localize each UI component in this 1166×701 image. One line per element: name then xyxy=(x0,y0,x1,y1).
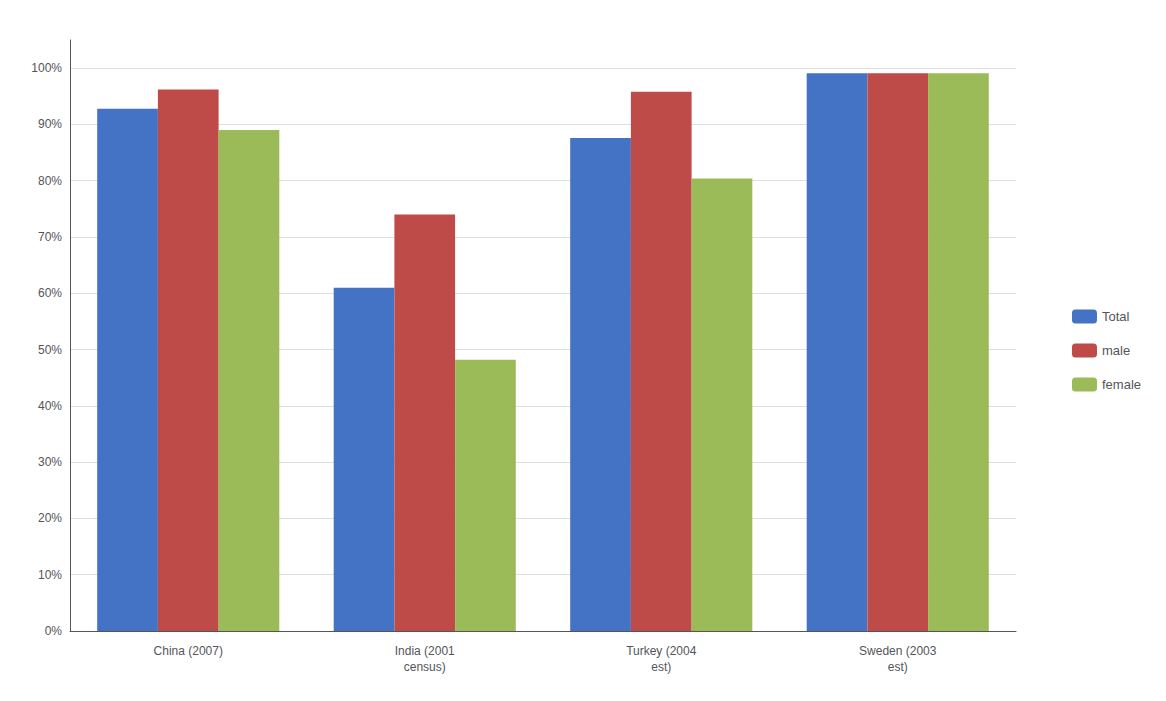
svg-text:India (2001: India (2001 xyxy=(395,644,455,658)
svg-text:60%: 60% xyxy=(38,286,62,300)
svg-text:census): census) xyxy=(404,660,446,674)
svg-text:20%: 20% xyxy=(38,511,62,525)
svg-text:female: female xyxy=(1102,377,1141,392)
svg-text:Total: Total xyxy=(1102,309,1130,324)
svg-text:est): est) xyxy=(651,660,671,674)
svg-text:Turkey (2004: Turkey (2004 xyxy=(626,644,697,658)
svg-text:Sweden (2003: Sweden (2003 xyxy=(859,644,937,658)
svg-text:50%: 50% xyxy=(38,343,62,357)
svg-text:40%: 40% xyxy=(38,399,62,413)
svg-text:30%: 30% xyxy=(38,455,62,469)
svg-text:70%: 70% xyxy=(38,230,62,244)
svg-text:0%: 0% xyxy=(45,624,63,638)
svg-text:male: male xyxy=(1102,343,1130,358)
svg-text:80%: 80% xyxy=(38,174,62,188)
svg-text:est): est) xyxy=(888,660,908,674)
svg-text:100%: 100% xyxy=(31,61,62,75)
svg-text:10%: 10% xyxy=(38,568,62,582)
svg-text:90%: 90% xyxy=(38,117,62,131)
svg-text:China (2007): China (2007) xyxy=(154,644,223,658)
